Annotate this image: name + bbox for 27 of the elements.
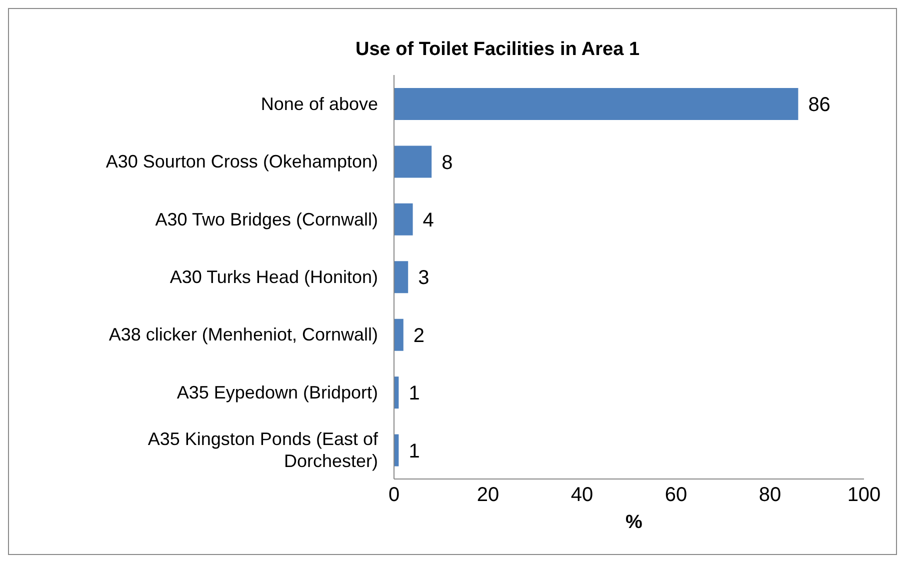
- bar: [394, 318, 404, 351]
- data-label: 8: [442, 152, 453, 174]
- y-tick-label: A38 clicker (Menheniot, Cornwall): [108, 324, 378, 345]
- x-tick-label: 80: [758, 484, 782, 506]
- bar: [394, 146, 432, 178]
- bar: [394, 261, 408, 294]
- bar: [394, 203, 413, 236]
- y-tick-label: A30 Turks Head (Honiton): [170, 267, 378, 287]
- x-tick-label: 60: [664, 484, 688, 506]
- data-label: 3: [418, 267, 430, 290]
- y-tick-label: None of above: [260, 94, 378, 114]
- y-tick-label: A35 Kingston Ponds (East of Dorchester): [148, 429, 379, 472]
- x-tick-label: 0: [388, 484, 400, 506]
- x-tick-label: 40: [570, 484, 594, 506]
- x-axis-title: %: [624, 512, 644, 534]
- y-tick-label: A30 Two Bridges (Cornwall): [155, 209, 378, 230]
- x-tick-label: 20: [476, 484, 500, 506]
- x-tick-label: 100: [847, 484, 881, 506]
- y-tick-label: A35 Eypedown (Bridport): [176, 382, 378, 402]
- y-tick-label: A30 Sourton Cross (Okehampton): [106, 152, 378, 172]
- data-label: 86: [808, 94, 830, 116]
- bar: [394, 88, 798, 120]
- data-label: 4: [422, 210, 434, 232]
- chart-title: Use of Toilet Facilities in Area 1: [354, 39, 641, 62]
- data-label: 2: [413, 324, 425, 347]
- data-label: 1: [408, 440, 420, 462]
- data-label: 1: [408, 382, 420, 405]
